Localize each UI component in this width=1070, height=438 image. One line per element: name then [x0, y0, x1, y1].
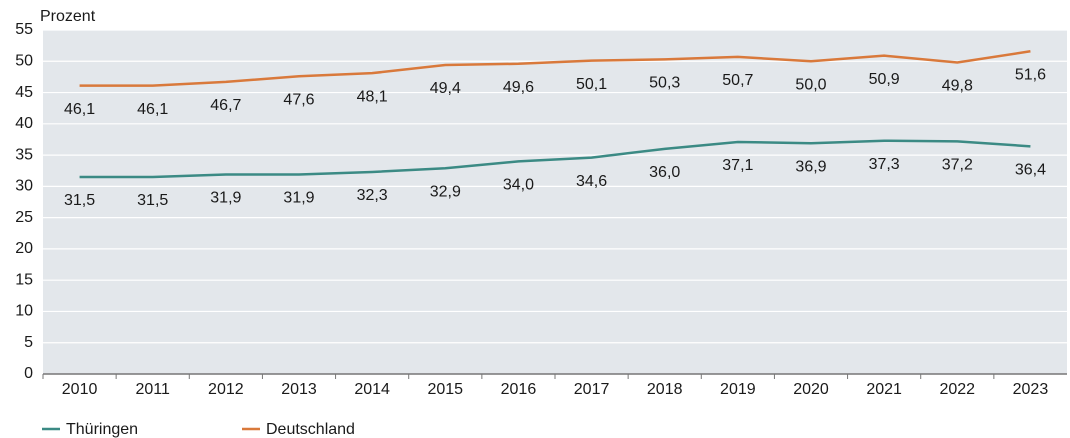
x-tick-label: 2022 — [939, 381, 975, 398]
x-tick-label: 2021 — [866, 381, 902, 398]
y-tick-label: 0 — [24, 365, 33, 382]
y-tick-label: 45 — [15, 84, 33, 101]
x-tick-label: 2018 — [647, 381, 683, 398]
y-tick-label: 10 — [15, 303, 33, 320]
data-label: 48,1 — [357, 88, 388, 105]
x-tick-label: 2019 — [720, 381, 756, 398]
data-label: 46,1 — [64, 101, 95, 118]
data-label: 32,9 — [430, 183, 461, 200]
y-tick-label: 40 — [15, 115, 33, 132]
x-tick-label: 2012 — [208, 381, 244, 398]
x-tick-label: 2020 — [793, 381, 829, 398]
y-tick-label: 50 — [15, 52, 33, 69]
y-tick-label: 15 — [15, 271, 33, 288]
data-label: 49,6 — [503, 79, 534, 96]
data-label: 34,6 — [576, 173, 607, 190]
data-label: 36,4 — [1015, 162, 1046, 179]
x-tick-label: 2010 — [62, 381, 98, 398]
data-label: 37,1 — [722, 157, 753, 174]
data-label: 47,6 — [283, 92, 314, 109]
y-tick-label: 5 — [24, 334, 33, 351]
data-label: 49,4 — [430, 80, 461, 97]
data-label: 46,7 — [210, 97, 241, 114]
data-label: 50,7 — [722, 72, 753, 89]
y-tick-label: 35 — [15, 146, 33, 163]
data-label: 36,9 — [795, 158, 826, 175]
plot-background — [43, 30, 1067, 374]
x-tick-label: 2013 — [281, 381, 317, 398]
data-label: 50,3 — [649, 75, 680, 92]
y-tick-label: 30 — [15, 178, 33, 195]
data-label: 31,9 — [210, 190, 241, 207]
series-line — [79, 50, 1031, 87]
data-label: 31,5 — [137, 192, 168, 209]
data-label: 51,6 — [1015, 66, 1046, 83]
series-line — [79, 139, 1031, 179]
legend-label: Deutschland — [266, 421, 355, 438]
y-tick-label: 25 — [15, 209, 33, 226]
data-label: 50,1 — [576, 76, 607, 93]
y-tick-label: 20 — [15, 240, 33, 257]
data-label: 31,5 — [64, 192, 95, 209]
data-label: 32,3 — [357, 187, 388, 204]
x-tick-label: 2023 — [1013, 381, 1049, 398]
x-tick-label: 2017 — [574, 381, 610, 398]
x-tick-label: 2011 — [136, 381, 171, 398]
data-label: 37,3 — [869, 156, 900, 173]
data-label: 50,0 — [795, 76, 826, 93]
x-tick-label: 2015 — [427, 381, 463, 398]
data-label: 34,0 — [503, 177, 534, 194]
data-label: 49,8 — [942, 78, 973, 95]
y-tick-label: 55 — [15, 21, 33, 38]
data-label: 50,9 — [869, 71, 900, 88]
y-axis-label: Prozent — [40, 8, 96, 25]
data-label: 46,1 — [137, 101, 168, 118]
legend-label: Thüringen — [66, 421, 138, 438]
x-tick-label: 2014 — [354, 381, 390, 398]
data-label: 31,9 — [283, 190, 314, 207]
data-label: 37,2 — [942, 157, 973, 174]
x-tick-label: 2016 — [501, 381, 537, 398]
data-label: 36,0 — [649, 164, 680, 181]
